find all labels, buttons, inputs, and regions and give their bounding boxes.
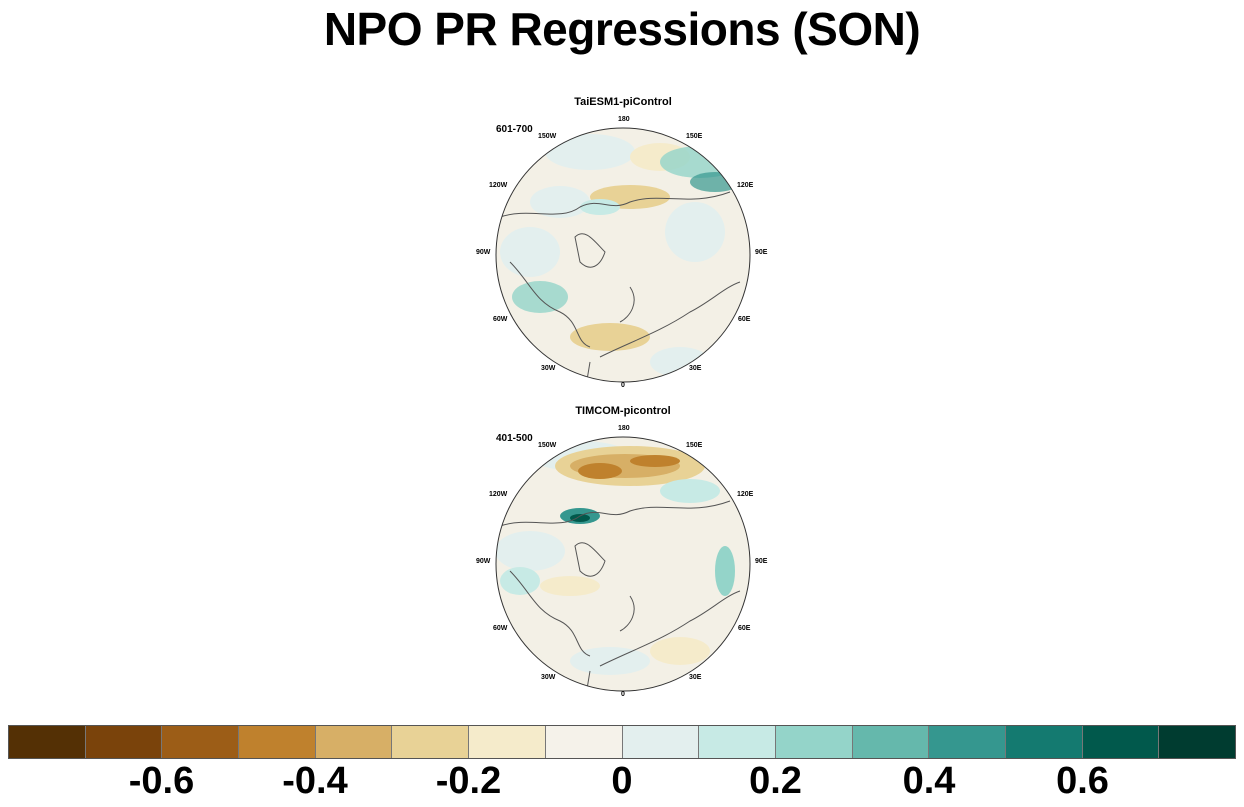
panel-2-title: TIMCOM-picontrol bbox=[575, 405, 671, 417]
panel-2-map bbox=[495, 436, 751, 692]
colorbar-label: 0.4 bbox=[902, 760, 956, 802]
p2-lon-90e: 90E bbox=[755, 558, 768, 565]
colorbar-cell-6 bbox=[469, 726, 546, 758]
p2-lon-180: 180 bbox=[618, 425, 630, 432]
colorbar-cell-4 bbox=[315, 726, 393, 758]
colorbar-label: -0.6 bbox=[128, 760, 195, 802]
p1-lon-180: 180 bbox=[618, 116, 630, 123]
p1-lon-60w: 60W bbox=[493, 316, 508, 323]
p1-lon-30w: 30W bbox=[541, 365, 556, 372]
colorbar-cell-14 bbox=[1082, 726, 1160, 758]
figure-title: NPO PR Regressions (SON) bbox=[323, 3, 921, 55]
colorbar-cell-12 bbox=[929, 726, 1006, 758]
p2-lon-60w: 60W bbox=[493, 625, 508, 632]
p2-lon-120w: 120W bbox=[489, 491, 508, 498]
p2-lon-150w: 150W bbox=[538, 442, 557, 449]
colorbar-label: -0.2 bbox=[435, 760, 502, 802]
colorbar-label: -0.4 bbox=[282, 760, 348, 802]
colorbar-cell-13 bbox=[1005, 726, 1083, 758]
colorbar-cell-5 bbox=[392, 726, 470, 758]
p1-lon-120e: 120E bbox=[737, 182, 754, 189]
p1-lon-90e: 90E bbox=[755, 249, 768, 256]
p1-lon-150w: 150W bbox=[538, 133, 557, 140]
p1-lon-60e: 60E bbox=[738, 316, 751, 323]
panel-1-map bbox=[495, 127, 751, 383]
p2-lon-0: 0 bbox=[621, 691, 625, 698]
p2-lon-30e: 30E bbox=[689, 674, 702, 681]
colorbar-label: 0 bbox=[611, 760, 633, 802]
colorbar-cell-9 bbox=[699, 726, 776, 758]
colorbar-label: 0.2 bbox=[749, 760, 802, 802]
p1-lon-0: 0 bbox=[621, 382, 625, 389]
panel-2-years: 401-500 bbox=[496, 433, 533, 444]
p1-lon-150e: 150E bbox=[686, 133, 703, 140]
p1-lon-30e: 30E bbox=[689, 365, 702, 372]
colorbar bbox=[8, 725, 1236, 759]
p2-lon-90w: 90W bbox=[476, 558, 491, 565]
colorbar-cell-15 bbox=[1159, 726, 1235, 758]
colorbar-cell-2 bbox=[162, 726, 240, 758]
colorbar-cell-8 bbox=[622, 726, 700, 758]
colorbar-cell-11 bbox=[852, 726, 930, 758]
colorbar-cell-10 bbox=[775, 726, 853, 758]
p2-lon-150e: 150E bbox=[686, 442, 703, 449]
p2-lon-60e: 60E bbox=[738, 625, 751, 632]
panel-1-years: 601-700 bbox=[496, 124, 533, 135]
panel-1-title: TaiESM1-piControl bbox=[574, 96, 672, 108]
colorbar-cell-0 bbox=[9, 726, 86, 758]
p2-lon-120e: 120E bbox=[737, 491, 754, 498]
p1-lon-120w: 120W bbox=[489, 182, 508, 189]
colorbar-cell-7 bbox=[545, 726, 623, 758]
colorbar-cell-3 bbox=[239, 726, 316, 758]
colorbar-cell-1 bbox=[85, 726, 163, 758]
p2-lon-30w: 30W bbox=[541, 674, 556, 681]
p1-lon-90w: 90W bbox=[476, 249, 491, 256]
colorbar-label: 0.6 bbox=[1056, 760, 1109, 802]
